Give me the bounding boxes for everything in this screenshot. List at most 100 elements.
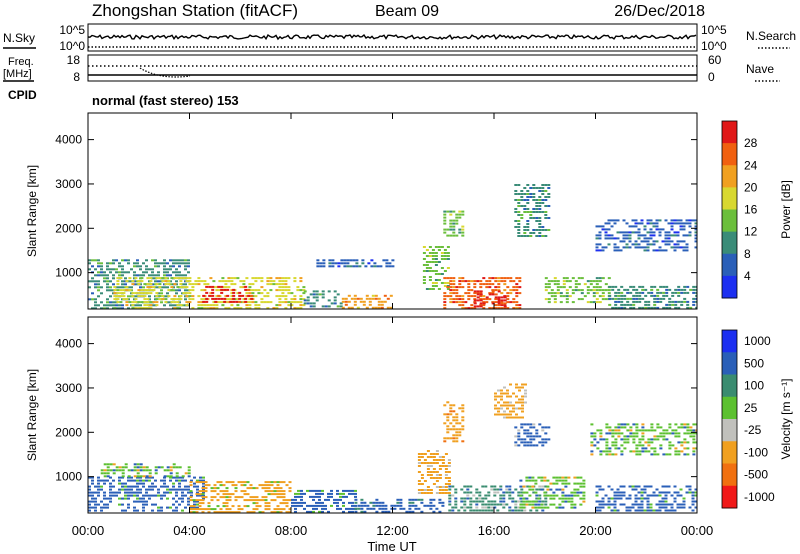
heatmap-cell	[676, 491, 680, 494]
heatmap-cell	[620, 438, 624, 441]
heatmap-cell	[652, 243, 656, 246]
heatmap-cell	[378, 504, 382, 507]
heatmap-cell	[121, 482, 124, 485]
heatmap-cell	[233, 283, 237, 286]
heatmap-cell	[610, 497, 614, 500]
heatmap-cell	[544, 298, 548, 301]
heatmap-cell	[327, 305, 331, 308]
heatmap-cell	[604, 237, 608, 240]
heatmap-cell	[136, 262, 139, 265]
heatmap-cell	[173, 283, 177, 286]
heatmap-cell	[679, 240, 683, 243]
heatmap-cell	[127, 497, 130, 500]
heatmap-cell	[181, 274, 184, 277]
heatmap-cell	[676, 240, 680, 243]
heatmap-cell	[106, 268, 109, 271]
heatmap-cell	[163, 262, 166, 265]
heatmap-cell	[172, 304, 175, 307]
heatmap-cell	[682, 240, 686, 243]
colorbar-tick-label: -500	[744, 468, 768, 482]
heatmap-cell	[148, 268, 151, 271]
heatmap-cell	[88, 509, 91, 512]
heatmap-cell	[136, 494, 139, 497]
heatmap-cell	[515, 277, 519, 280]
x-tick-label: 04:00	[173, 523, 206, 538]
heatmap-cell	[549, 503, 553, 506]
heatmap-cell	[251, 292, 255, 295]
heatmap-cell	[674, 291, 678, 294]
heatmap-cell	[607, 234, 611, 237]
heatmap-cell	[517, 211, 521, 213]
heatmap-cell	[667, 503, 671, 506]
heatmap-cell	[601, 228, 605, 231]
heatmap-cell	[151, 509, 154, 512]
heatmap-cell	[279, 496, 283, 499]
heatmap-cell	[391, 265, 395, 268]
heatmap-cell	[224, 280, 228, 283]
heatmap-cell	[689, 429, 693, 432]
heatmap-cell	[287, 286, 291, 289]
heatmap-cell	[479, 283, 483, 286]
heatmap-cell	[106, 286, 109, 289]
heatmap-cell	[300, 495, 303, 498]
heatmap-cell	[94, 506, 97, 509]
heatmap-cell	[502, 503, 506, 506]
heatmap-cell	[532, 232, 536, 234]
heatmap-cell	[324, 507, 327, 510]
heatmap-cell	[429, 492, 433, 494]
heatmap-cell	[573, 503, 577, 506]
heatmap-cell	[205, 285, 209, 288]
heatmap-cell	[284, 283, 288, 286]
heatmap-cell	[695, 297, 697, 300]
heatmap-cell	[674, 423, 678, 426]
heatmap-cell	[296, 301, 300, 304]
heatmap-cell	[139, 476, 142, 479]
heatmap-cell	[537, 476, 541, 479]
heatmap-cell	[255, 508, 259, 511]
heatmap-cell	[282, 481, 286, 484]
heatmap-cell	[112, 268, 115, 271]
heatmap-cell	[446, 252, 450, 254]
heatmap-cell	[234, 490, 238, 493]
heatmap-cell	[139, 463, 143, 466]
heatmap-cell	[659, 447, 663, 450]
heatmap-cell	[434, 246, 438, 248]
heatmap-cell	[246, 505, 250, 508]
heatmap-cell	[520, 235, 524, 237]
heatmap-cell	[595, 286, 599, 289]
heatmap-cell	[185, 286, 189, 289]
heatmap-cell	[452, 419, 456, 422]
heatmap-cell	[354, 504, 357, 507]
heatmap-cell	[88, 503, 91, 506]
heatmap-cell	[91, 479, 94, 482]
heatmap-cell	[686, 300, 690, 303]
heatmap-cell	[103, 475, 107, 478]
heatmap-cell	[178, 466, 182, 469]
date-title: 26/Dec/2018	[614, 3, 705, 20]
heatmap-cell	[193, 482, 196, 485]
heatmap-cell	[97, 479, 100, 482]
heatmap-cell	[139, 466, 143, 469]
heatmap-cell	[118, 479, 121, 482]
heatmap-cell	[154, 503, 157, 506]
heatmap-cell	[455, 234, 459, 237]
heatmap-cell	[473, 295, 477, 298]
heatmap-cell	[479, 304, 483, 307]
heatmap-cell	[188, 283, 192, 286]
heatmap-cell	[125, 298, 129, 301]
heatmap-cell	[273, 481, 277, 484]
heatmap-cell	[692, 297, 696, 300]
heatmap-cell	[381, 501, 385, 504]
heatmap-cell	[617, 435, 621, 438]
heatmap-cell	[532, 491, 536, 494]
heatmap-cell	[106, 469, 110, 472]
heatmap-cell	[163, 265, 166, 268]
heatmap-cell	[345, 495, 348, 498]
heatmap-cell	[299, 280, 303, 283]
colorbar-frame	[721, 120, 738, 299]
heatmap-cell	[157, 265, 160, 268]
heatmap-cell	[100, 500, 103, 503]
heatmap-cell	[100, 265, 103, 268]
heatmap-cell	[503, 401, 506, 404]
heatmap-cell	[665, 438, 669, 441]
